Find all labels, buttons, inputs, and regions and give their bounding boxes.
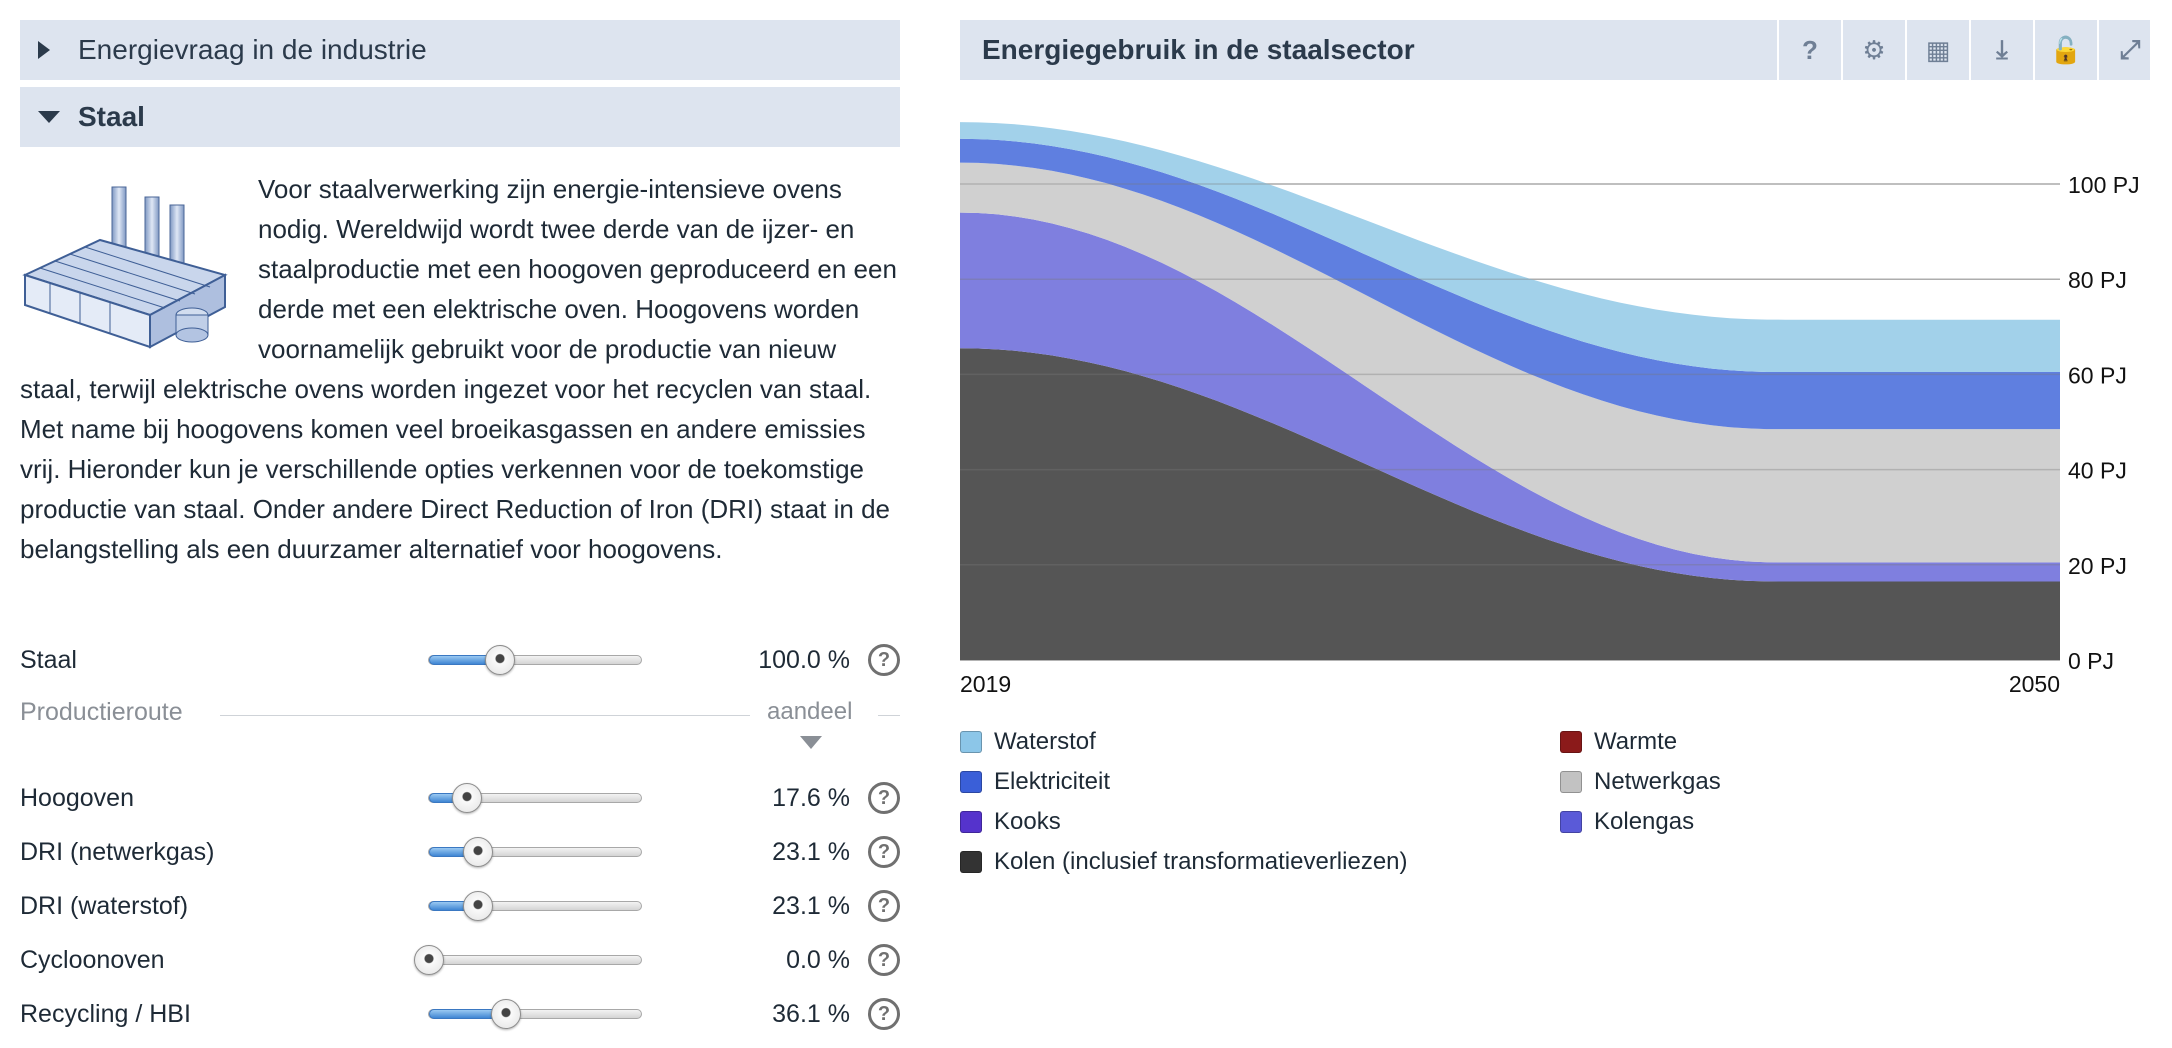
slider-track[interactable] <box>414 945 642 975</box>
slider-label: Hoogoven <box>20 783 134 812</box>
legend-label: Kolen (inclusief transformatieverliezen) <box>994 848 1408 875</box>
help-icon[interactable]: ? <box>868 644 900 676</box>
legend-label: Netwerkgas <box>1594 768 1721 795</box>
triangle-down-icon <box>38 111 78 123</box>
slider-knob[interactable] <box>414 945 444 975</box>
slider-knob[interactable] <box>463 837 493 867</box>
help-icon[interactable]: ? <box>868 998 900 1030</box>
slider-track[interactable] <box>428 783 642 813</box>
accordion-energievraag-industrie[interactable]: Energievraag in de industrie <box>20 20 900 80</box>
sort-column-aandeel[interactable]: aandeel <box>767 698 853 725</box>
legend-item-elektriciteit[interactable]: Elektriciteit <box>960 762 1110 802</box>
y-tick-label: 80 PJ <box>2068 267 2127 293</box>
legend-label: Kooks <box>994 808 1061 835</box>
area-waterstof[interactable] <box>960 122 2060 372</box>
help-icon[interactable]: ? <box>868 944 900 976</box>
slider-label: DRI (waterstof) <box>20 891 189 920</box>
triangle-right-icon <box>38 41 78 59</box>
slider-value: 100.0 % <box>758 645 850 674</box>
legend-item-waterstof[interactable]: Waterstof <box>960 722 1096 762</box>
slider-row-staal: Staal 100.0 % ? <box>20 640 900 680</box>
left-panel: Energievraag in de industrie Staal <box>20 20 900 569</box>
legend-swatch <box>1560 771 1582 793</box>
area-elektriciteit[interactable] <box>960 138 2060 430</box>
slider-value: 23.1 % <box>772 837 850 866</box>
slider-knob[interactable] <box>491 999 521 1029</box>
slider-knob[interactable] <box>463 891 493 921</box>
legend-swatch <box>960 771 982 793</box>
help-icon[interactable]: ? <box>1777 20 1841 80</box>
legend-item-warmte[interactable]: Warmte <box>1560 722 1677 762</box>
legend-label: Elektriciteit <box>994 768 1111 795</box>
slider-row-dri-waterstof: DRI (waterstof) 23.1 %? <box>20 886 900 926</box>
y-tick-label: 100 PJ <box>2068 172 2140 198</box>
slider-label: DRI (netwerkgas) <box>20 837 215 866</box>
slider-track[interactable] <box>428 999 642 1029</box>
factory-icon <box>22 186 228 349</box>
legend-item-kolengas[interactable]: Kolengas <box>1560 802 1694 842</box>
help-icon[interactable]: ? <box>868 890 900 922</box>
slider-knob[interactable] <box>452 783 482 813</box>
legend-label: Warmte <box>1594 728 1678 755</box>
chart-legend: Waterstof Warmte Elektriciteit Netwerkgas Ko… <box>960 722 2160 892</box>
table-icon[interactable]: ▦ <box>1905 20 1969 80</box>
area-netwerkgas[interactable] <box>960 162 2060 563</box>
intro-text: Voor staalverwerking zijn energie-intens… <box>20 174 897 564</box>
slider-knob[interactable] <box>485 645 515 675</box>
download-icon[interactable]: ⤓ <box>1969 20 2033 80</box>
accordion-staal[interactable]: Staal <box>20 87 900 147</box>
legend-swatch <box>960 851 982 873</box>
section-divider <box>220 715 750 716</box>
legend-swatch <box>960 811 982 833</box>
legend-label: Kolengas <box>1594 808 1695 835</box>
x-tick-label: 2019 <box>960 671 1011 697</box>
chart-header: Energiegebruik in de staalsector ? ⚙ ▦ ⤓ 🔓 ⤢ <box>960 20 2150 80</box>
slider-value: 36.1 % <box>772 999 850 1028</box>
legend-item-kooks[interactable]: Kooks <box>960 802 1061 842</box>
slider-row-recycling-hbi: Recycling / HBI 36.1 %? <box>20 994 900 1034</box>
slider-row-dri-netwerkgas: DRI (netwerkgas) 23.1 %? <box>20 832 900 872</box>
area-kolen-inclusief-transformatieverliezen[interactable] <box>960 348 2060 660</box>
chart-title: Energiegebruik in de staalsector <box>982 34 1415 65</box>
sort-down-icon[interactable] <box>800 736 822 749</box>
slider-label: Recycling / HBI <box>20 999 191 1028</box>
unlock-icon[interactable]: 🔓 <box>2033 20 2097 80</box>
accordion-title: Energievraag in de industrie <box>78 34 427 65</box>
legend-swatch <box>1560 811 1582 833</box>
slider-value: 0.0 % <box>786 945 850 974</box>
slider-label: Staal <box>20 645 77 674</box>
slider-value: 17.6 % <box>772 783 850 812</box>
section-divider <box>878 715 900 716</box>
section-title: Productieroute <box>20 698 183 726</box>
y-tick-label: 40 PJ <box>2068 458 2127 484</box>
legend-item-netwerkgas[interactable]: Netwerkgas <box>1560 762 1721 802</box>
slider-row-hoogoven: Hoogoven 17.6 %? <box>20 778 900 818</box>
y-tick-label: 0 PJ <box>2068 648 2114 674</box>
legend-swatch <box>1560 731 1582 753</box>
x-tick-label: 2050 <box>2009 671 2060 697</box>
legend-item-kolen-inclusief-transformatieverliezen[interactable]: Kolen (inclusief transformatieverliezen) <box>960 842 1408 882</box>
settings-icon[interactable]: ⚙ <box>1841 20 1905 80</box>
section-header-productieroute: Productieroute aandeel <box>20 698 900 749</box>
legend-swatch <box>960 731 982 753</box>
y-tick-label: 20 PJ <box>2068 553 2127 579</box>
accordion-title: Staal <box>78 101 145 132</box>
slider-label: Cycloonoven <box>20 945 165 974</box>
legend-label: Waterstof <box>994 728 1096 755</box>
slider-value: 23.1 % <box>772 891 850 920</box>
y-tick-label: 60 PJ <box>2068 362 2127 388</box>
stacked-area-chart: 0 PJ 20 PJ 40 PJ 60 PJ 80 PJ 100 PJ 2019 2050 <box>960 122 2140 697</box>
intro-section: Voor staalverwerking zijn energie-intens… <box>20 169 900 569</box>
slider-track[interactable] <box>428 837 642 867</box>
help-icon[interactable]: ? <box>868 836 900 868</box>
area-kolengas[interactable] <box>960 212 2060 582</box>
slider-track[interactable] <box>428 645 642 675</box>
fullscreen-icon[interactable]: ⤢ <box>2097 20 2161 80</box>
help-icon[interactable]: ? <box>868 782 900 814</box>
slider-track[interactable] <box>428 891 642 921</box>
slider-row-cycloonoven: Cycloonoven 0.0 %? <box>20 940 900 980</box>
